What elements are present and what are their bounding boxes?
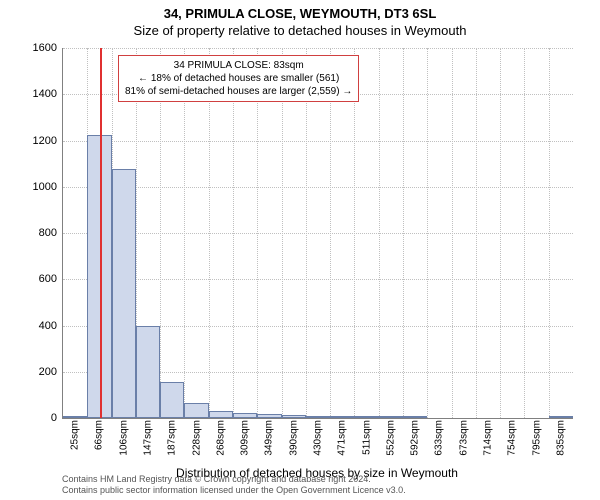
- gridline-v: [354, 48, 355, 418]
- histogram-bar: [257, 414, 281, 418]
- ytick-label: 800: [17, 227, 57, 239]
- xtick-label: 147sqm: [143, 420, 154, 456]
- gridline-v: [160, 48, 161, 418]
- gridline-v: [306, 48, 307, 418]
- plot-area: 34 PRIMULA CLOSE: 83sqm ← 18% of detache…: [62, 48, 573, 419]
- xtick-label: 349sqm: [264, 420, 275, 456]
- footer-line1: Contains HM Land Registry data © Crown c…: [62, 474, 406, 485]
- histogram-bar: [209, 411, 233, 418]
- xtick-label: 268sqm: [215, 420, 226, 456]
- ytick-label: 600: [17, 273, 57, 285]
- histogram-bar: [330, 416, 354, 418]
- ytick-label: 1600: [17, 42, 57, 54]
- xtick-label: 471sqm: [337, 420, 348, 456]
- page-title: 34, PRIMULA CLOSE, WEYMOUTH, DT3 6SL: [0, 0, 600, 21]
- ytick-label: 1200: [17, 135, 57, 147]
- page-subtitle: Size of property relative to detached ho…: [0, 21, 600, 42]
- gridline-v: [379, 48, 380, 418]
- xtick-label: 835sqm: [555, 420, 566, 456]
- xtick-label: 66sqm: [94, 420, 105, 450]
- xtick-label: 390sqm: [288, 420, 299, 456]
- gridline-v: [330, 48, 331, 418]
- annotation-box: 34 PRIMULA CLOSE: 83sqm ← 18% of detache…: [118, 55, 359, 102]
- gridline-v: [209, 48, 210, 418]
- chart-container: 34, PRIMULA CLOSE, WEYMOUTH, DT3 6SL Siz…: [0, 0, 600, 500]
- histogram-bar: [112, 169, 136, 418]
- ytick-label: 1000: [17, 181, 57, 193]
- gridline-h: [63, 279, 573, 280]
- footer-attribution: Contains HM Land Registry data © Crown c…: [62, 474, 406, 496]
- histogram-bar: [549, 416, 573, 418]
- property-marker-line: [100, 48, 102, 418]
- gridline-v: [427, 48, 428, 418]
- xtick-label: 187sqm: [167, 420, 178, 456]
- gridline-h: [63, 48, 573, 49]
- annotation-line3: 81% of semi-detached houses are larger (…: [125, 85, 352, 98]
- histogram-bar: [354, 416, 378, 418]
- histogram-bar: [306, 416, 330, 418]
- xtick-label: 795sqm: [531, 420, 542, 456]
- histogram-bar: [379, 416, 403, 418]
- ytick-label: 0: [17, 412, 57, 424]
- plot-wrap: Number of detached properties 34 PRIMULA…: [62, 48, 572, 418]
- histogram-bar: [282, 415, 306, 418]
- histogram-bar: [160, 382, 184, 418]
- gridline-v: [549, 48, 550, 418]
- gridline-v: [282, 48, 283, 418]
- footer-line2: Contains public sector information licen…: [62, 485, 406, 496]
- gridline-h: [63, 187, 573, 188]
- gridline-v: [257, 48, 258, 418]
- xtick-label: 309sqm: [240, 420, 251, 456]
- gridline-v: [233, 48, 234, 418]
- histogram-bar: [63, 416, 87, 418]
- xtick-label: 106sqm: [118, 420, 129, 456]
- xtick-label: 592sqm: [410, 420, 421, 456]
- xtick-label: 228sqm: [191, 420, 202, 456]
- gridline-v: [476, 48, 477, 418]
- histogram-bar: [184, 403, 208, 418]
- xtick-label: 552sqm: [385, 420, 396, 456]
- xtick-label: 511sqm: [361, 420, 372, 455]
- gridline-v: [184, 48, 185, 418]
- gridline-v: [524, 48, 525, 418]
- gridline-v: [500, 48, 501, 418]
- ytick-label: 400: [17, 320, 57, 332]
- annotation-line1: 34 PRIMULA CLOSE: 83sqm: [125, 59, 352, 72]
- xtick-label: 25sqm: [70, 420, 81, 450]
- xtick-label: 633sqm: [434, 420, 445, 456]
- gridline-h: [63, 233, 573, 234]
- xtick-label: 714sqm: [483, 420, 494, 456]
- histogram-bar: [233, 413, 257, 418]
- gridline-v: [403, 48, 404, 418]
- histogram-bar: [136, 326, 160, 419]
- ytick-label: 1400: [17, 88, 57, 100]
- gridline-h: [63, 141, 573, 142]
- histogram-bar: [403, 416, 427, 418]
- xtick-label: 673sqm: [458, 420, 469, 456]
- annotation-line2: ← 18% of detached houses are smaller (56…: [125, 72, 352, 85]
- gridline-v: [452, 48, 453, 418]
- ytick-label: 200: [17, 366, 57, 378]
- xtick-label: 754sqm: [507, 420, 518, 456]
- xtick-label: 430sqm: [313, 420, 324, 456]
